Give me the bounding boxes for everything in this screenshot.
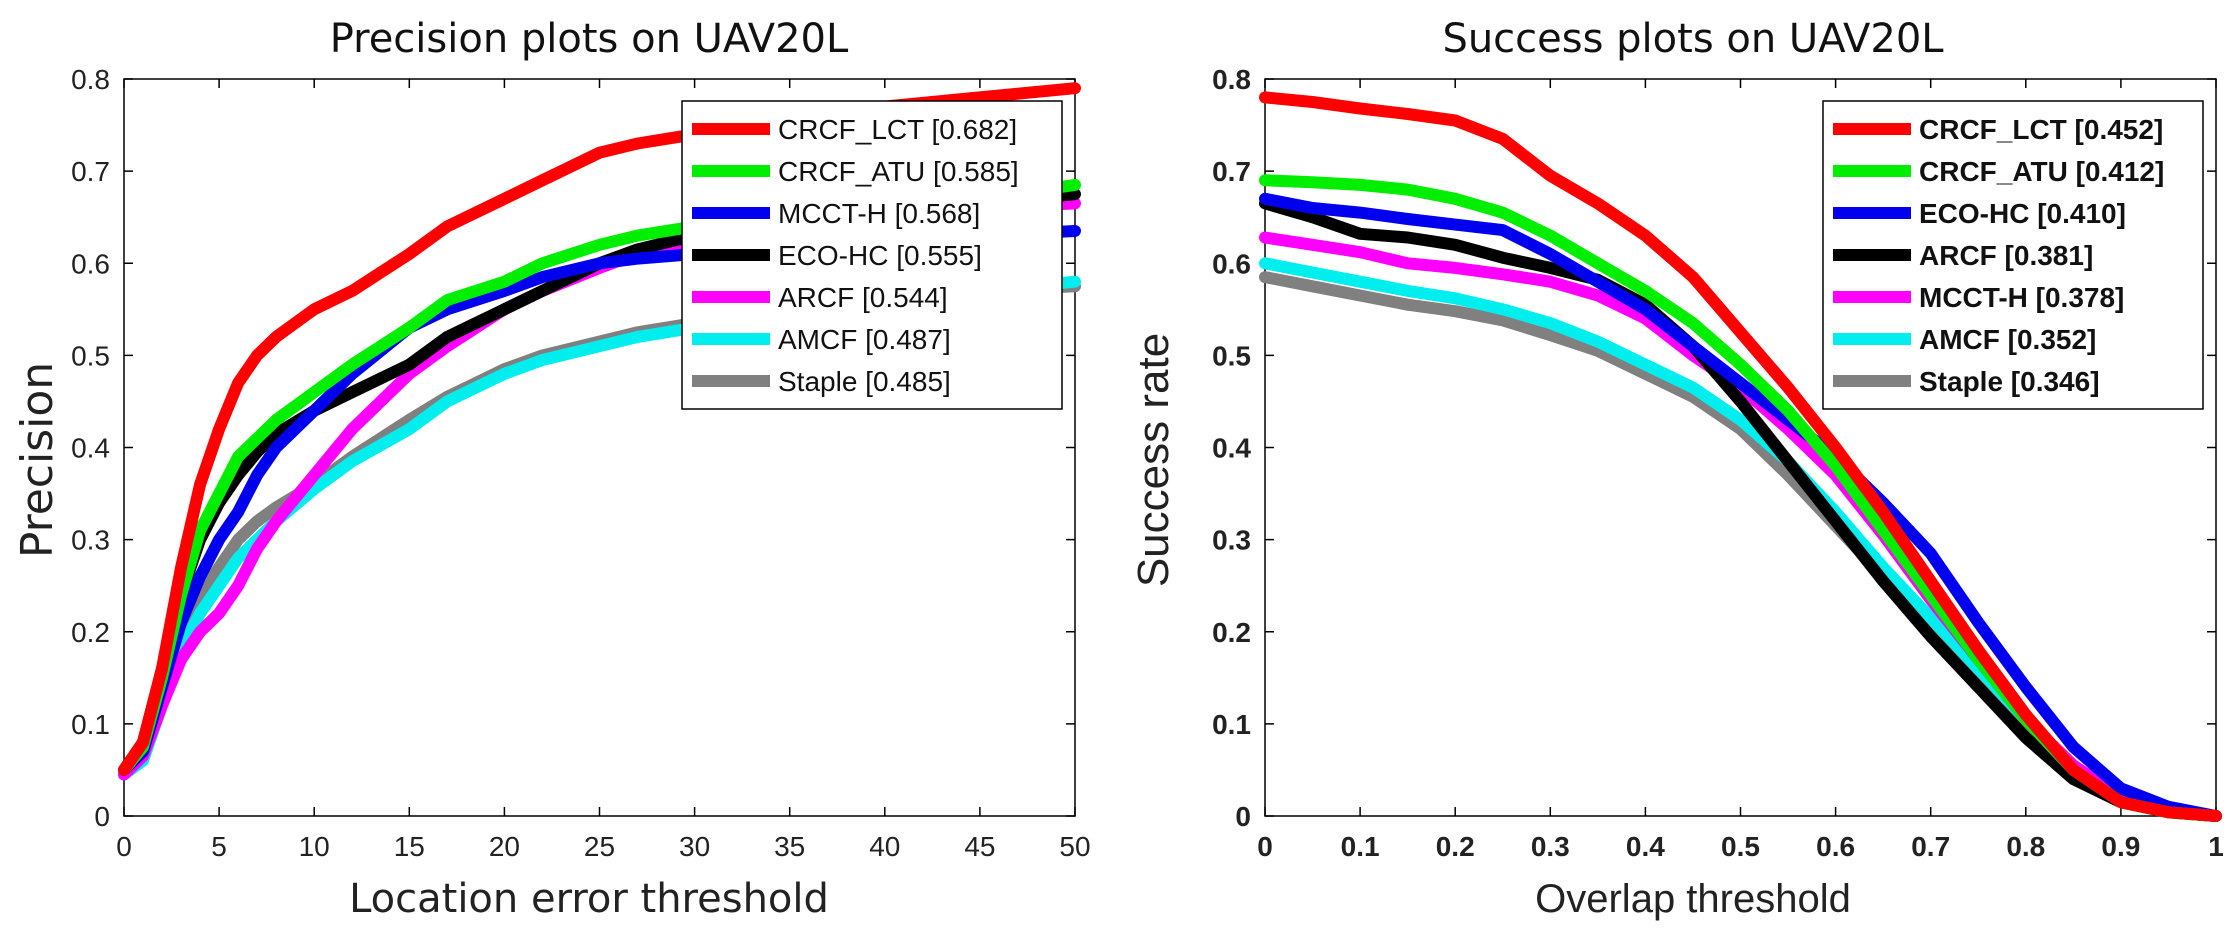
x-tick-label: 10 — [299, 831, 330, 862]
x-tick-label: 0.2 — [1436, 831, 1475, 862]
y-tick-label: 0.1 — [71, 709, 110, 740]
x-tick-label: 20 — [489, 831, 520, 862]
x-tick-label: 0.4 — [1626, 831, 1665, 862]
x-tick-label: 35 — [774, 831, 805, 862]
legend-entry: ARCF [0.381] — [1919, 240, 2093, 271]
x-tick-label: 15 — [394, 831, 425, 862]
axis-ticks: 0 5 10 15 20 25 30 35 40 45 50 0 0.1 0.2 0.3 0.4 0.5 0.6 0… — [71, 64, 1091, 862]
x-tick-label: 0 — [1257, 831, 1273, 862]
x-tick-label: 0.8 — [2006, 831, 2045, 862]
x-tick-label: 45 — [964, 831, 995, 862]
y-tick-label: 0.7 — [71, 156, 110, 187]
y-tick-label: 0 — [1235, 801, 1251, 832]
y-tick-label: 0.6 — [71, 248, 110, 279]
legend-entry: CRCF_ATU [0.412] — [1919, 156, 2164, 187]
series-lines — [1259, 91, 2222, 822]
y-tick-label: 0.7 — [1212, 156, 1251, 187]
legend-entry: ECO-HC [0.410] — [1919, 198, 2126, 229]
legend-entry: AMCF [0.487] — [778, 324, 951, 355]
success-plot-panel: Success plots on UAV20L Overlap threshol… — [1129, 16, 2224, 921]
y-axis-label: Success rate — [1129, 333, 1178, 587]
x-tick-label: 25 — [584, 831, 615, 862]
y-axis-label: Precision — [12, 362, 63, 558]
legend-entry: MCCT-H [0.568] — [778, 198, 980, 229]
legend-entry: Staple [0.346] — [1919, 366, 2100, 397]
x-tick-label: 40 — [869, 831, 900, 862]
y-tick-label: 0.4 — [1212, 433, 1251, 464]
x-tick-label: 0.5 — [1721, 831, 1760, 862]
precision-plot-panel: Precision plots on UAV20L Location error… — [12, 16, 1091, 922]
chart-title: Precision plots on UAV20L — [330, 16, 849, 62]
legend-entry: MCCT-H [0.378] — [1919, 282, 2124, 313]
x-tick-label: 50 — [1059, 831, 1090, 862]
series-line-eco-hc — [1259, 192, 2222, 822]
y-tick-label: 0.2 — [1212, 617, 1251, 648]
legend-entry: CRCF_LCT [0.452] — [1919, 114, 2163, 145]
legend-entry: ECO-HC [0.555] — [778, 240, 982, 271]
x-tick-label: 0.7 — [1911, 831, 1950, 862]
y-tick-label: 0 — [94, 801, 110, 832]
series-line-arcf — [1259, 197, 2222, 822]
y-tick-label: 0.5 — [1212, 340, 1251, 371]
y-tick-label: 0.2 — [71, 617, 110, 648]
x-tick-label: 5 — [211, 831, 227, 862]
y-tick-label: 0.8 — [71, 64, 110, 95]
x-tick-label: 1 — [2208, 831, 2224, 862]
chart-title: Success plots on UAV20L — [1442, 16, 1944, 62]
y-tick-label: 0.1 — [1212, 709, 1251, 740]
y-tick-label: 0.8 — [1212, 64, 1251, 95]
y-tick-label: 0.4 — [71, 433, 110, 464]
x-tick-label: 0.9 — [2101, 831, 2140, 862]
x-tick-label: 0.3 — [1531, 831, 1570, 862]
legend-entry: AMCF [0.352] — [1919, 324, 2096, 355]
legend-entry: Staple [0.485] — [778, 366, 951, 397]
x-tick-label: 30 — [679, 831, 710, 862]
y-tick-label: 0.6 — [1212, 248, 1251, 279]
series-line-crcf-lct — [1259, 91, 2222, 822]
legend: CRCF_LCT [0.452] CRCF_ATU [0.412] ECO-HC [… — [1822, 100, 2204, 410]
legend-entry: CRCF_LCT [0.682] — [778, 114, 1017, 145]
legend-entry: ARCF [0.544] — [778, 282, 948, 313]
x-tick-label: 0.6 — [1816, 831, 1855, 862]
x-axis-label: Location error threshold — [349, 876, 829, 922]
axis-ticks: 0 0.1 0.2 0.3 0.4 0.5 0.6 0.7 0.8 0.9 1 0 0.1 0.2 0.3 0… — [1212, 64, 2224, 862]
legend: CRCF_LCT [0.682] CRCF_ATU [0.585] MCCT-H [… — [681, 100, 1063, 410]
x-tick-label: 0.1 — [1341, 831, 1380, 862]
x-tick-label: 0 — [116, 831, 132, 862]
x-axis-label: Overlap threshold — [1535, 877, 1851, 921]
legend-entry: CRCF_ATU [0.585] — [778, 156, 1019, 187]
y-tick-label: 0.3 — [71, 525, 110, 556]
y-tick-label: 0.5 — [71, 340, 110, 371]
y-tick-label: 0.3 — [1212, 525, 1251, 556]
